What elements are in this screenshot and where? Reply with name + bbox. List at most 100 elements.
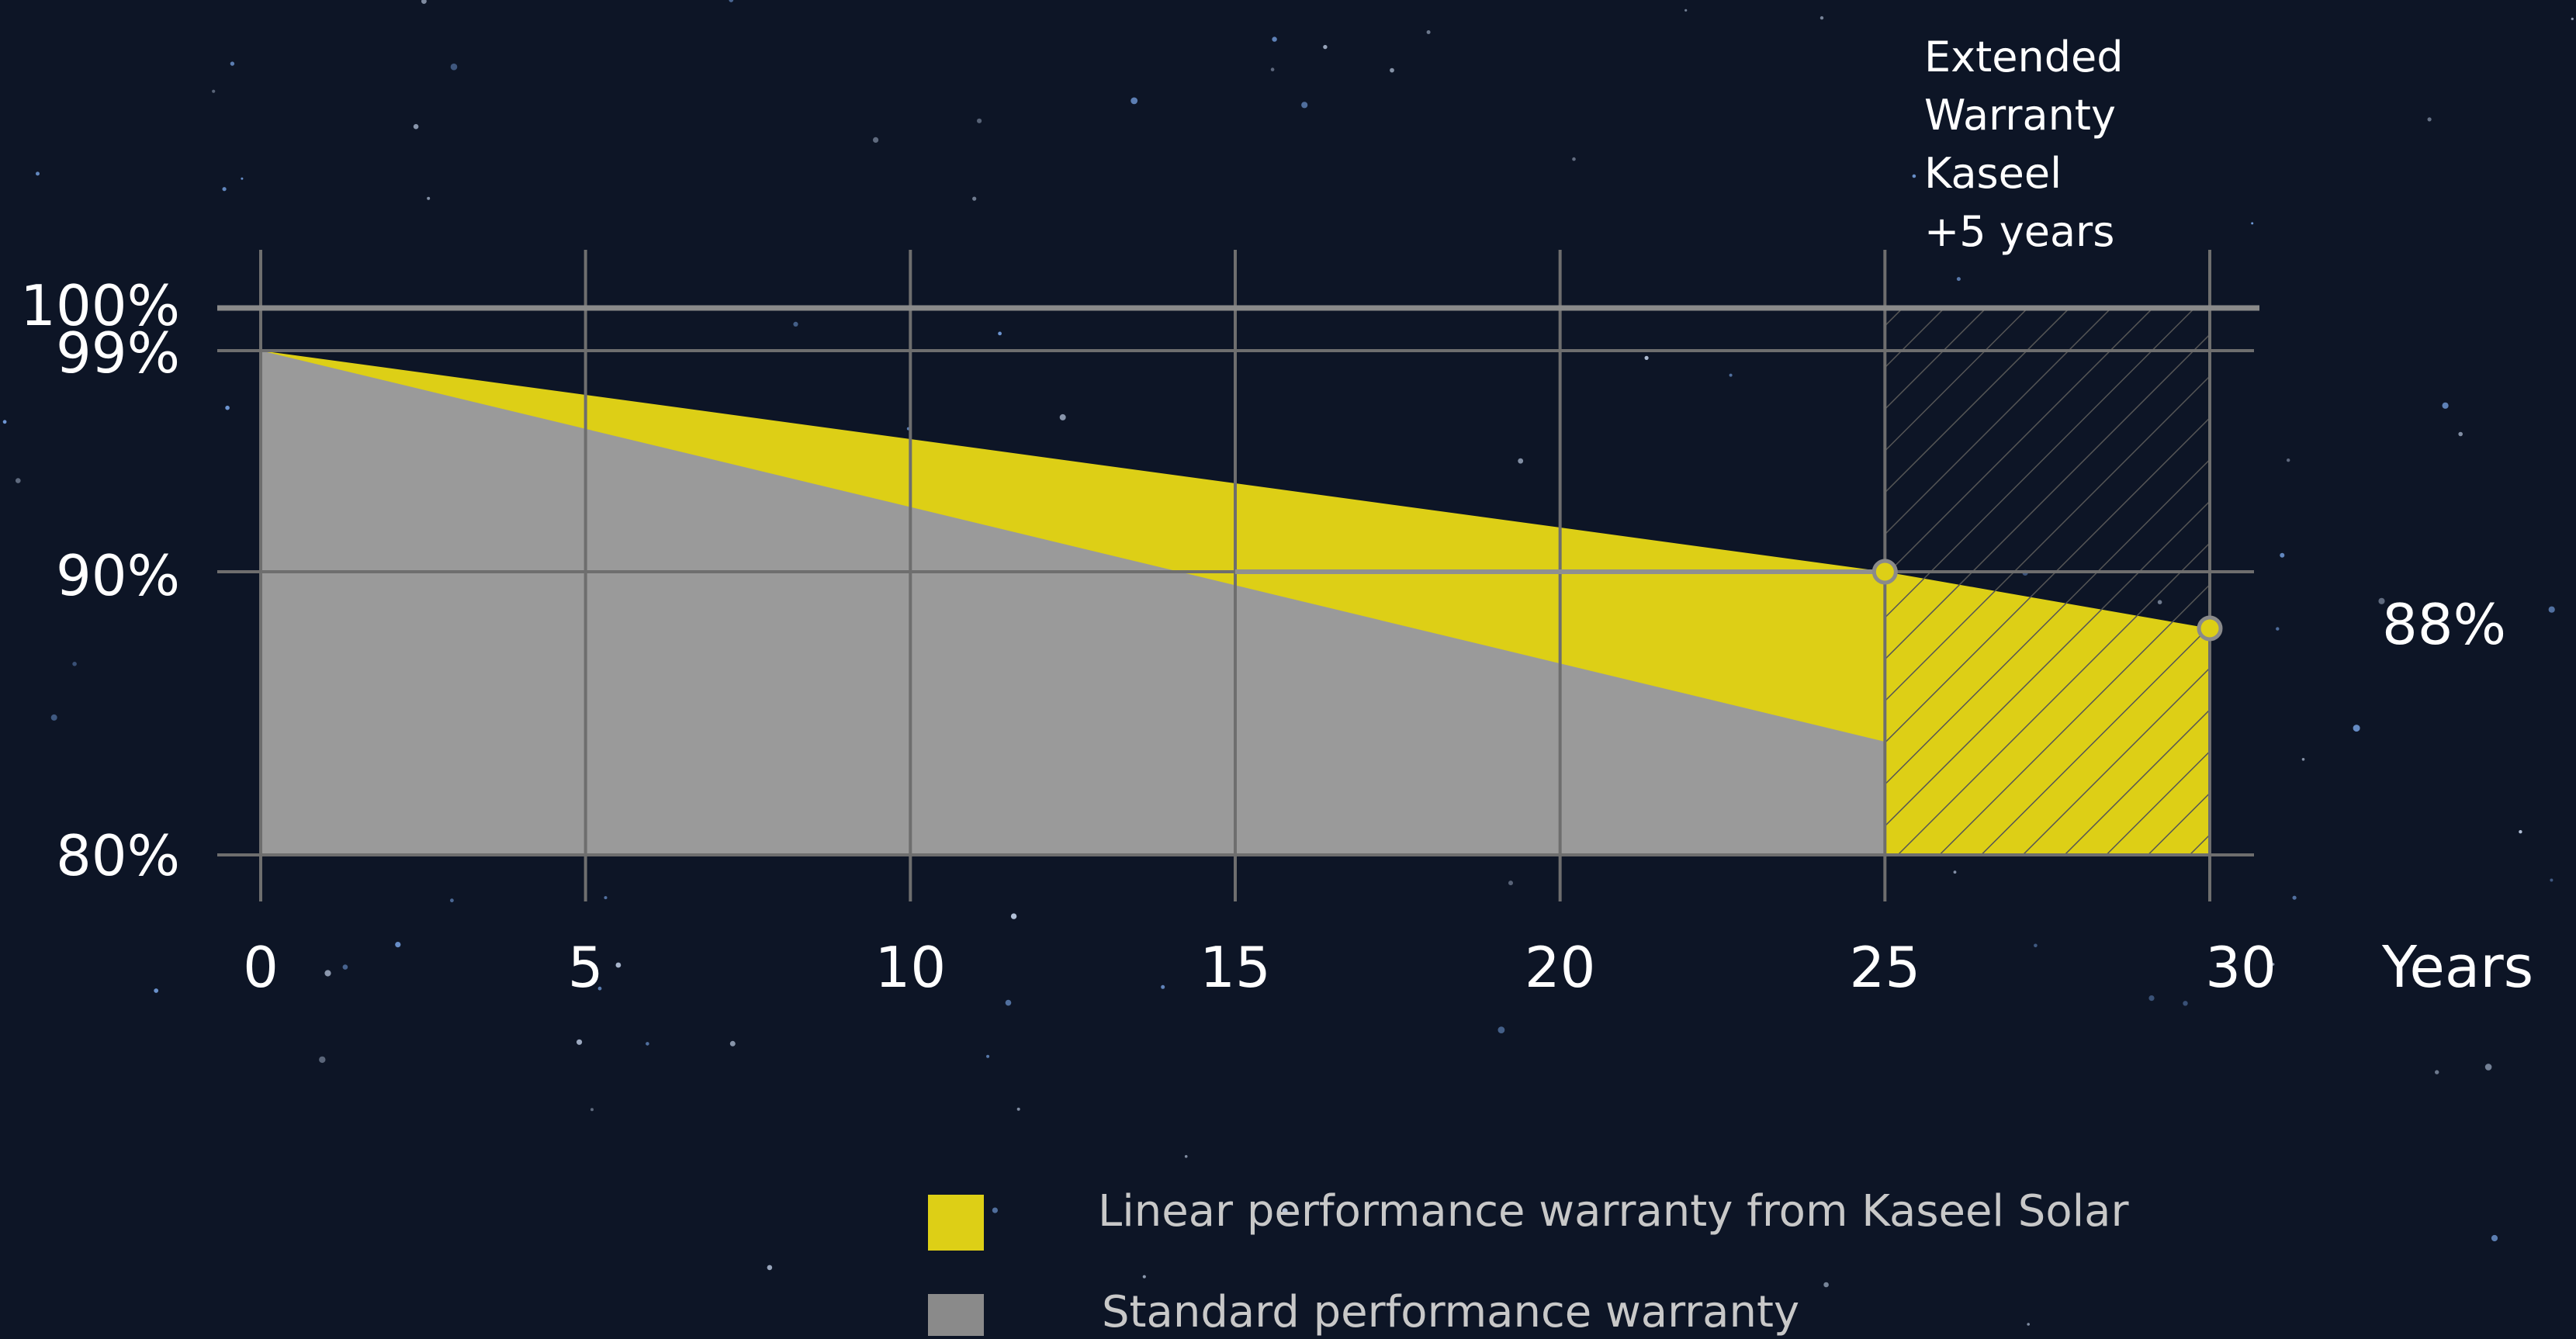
star: [992, 1207, 998, 1213]
star: [1729, 373, 1733, 377]
star: [241, 177, 244, 180]
star: [2519, 830, 2522, 834]
x-tick-label: 15: [1200, 935, 1271, 1000]
star: [1390, 67, 1394, 73]
star: [450, 898, 454, 903]
legend-swatch-standard: [928, 1294, 984, 1339]
star: [2280, 552, 2285, 558]
star: [2548, 606, 2555, 613]
star: [225, 405, 230, 410]
star: [395, 942, 401, 948]
star: [1497, 1026, 1505, 1033]
star: [144, 341, 149, 346]
star: [1684, 9, 1688, 12]
star: [342, 964, 348, 970]
star: [2491, 1234, 2498, 1242]
x-tick-label: 5: [568, 935, 604, 1000]
star: [590, 1108, 594, 1112]
star: [2427, 117, 2432, 122]
chart-grid: [217, 250, 2259, 901]
star: [154, 988, 159, 993]
star: [16, 478, 21, 483]
x-tick-label: 10: [875, 935, 947, 1000]
y-tick-label: 90%: [56, 543, 180, 608]
star: [615, 962, 621, 968]
star: [413, 123, 419, 130]
x-tick-label: 25: [1850, 935, 1921, 1000]
star: [2251, 222, 2254, 225]
data-markers: [1871, 559, 2223, 642]
y-tick-label: 100%: [20, 273, 180, 338]
star: [1161, 984, 1165, 989]
star: [1823, 1282, 1829, 1288]
star: [1518, 458, 1524, 464]
star: [2353, 725, 2360, 732]
star: [972, 196, 977, 201]
star: [1282, 1208, 1288, 1214]
star: [1572, 157, 1576, 161]
star: [1508, 881, 1513, 886]
star: [767, 1265, 773, 1271]
legend-swatch-linear: [928, 1195, 984, 1251]
star: [2435, 1070, 2439, 1074]
star: [1005, 999, 1012, 1006]
star: [1323, 44, 1328, 50]
star: [36, 171, 40, 176]
star: [597, 986, 602, 991]
data-point-marker: [1871, 559, 1898, 585]
star: [2301, 758, 2305, 761]
star: [1819, 16, 1824, 20]
x-axis-ticks: 0 5 10 15 20 25 30: [243, 935, 2277, 1000]
star: [450, 63, 458, 71]
star: [729, 0, 734, 2]
end-value-label: 88%: [2382, 592, 2506, 657]
star: [646, 1042, 649, 1046]
extended-warranty-line: Extended: [1924, 33, 2123, 81]
star: [977, 118, 982, 123]
extended-warranty-hatch: [1885, 308, 2210, 855]
star: [1010, 913, 1017, 919]
x-tick-label: 0: [243, 935, 279, 1000]
star: [230, 61, 235, 66]
star: [2378, 597, 2385, 604]
star: [2183, 1001, 2188, 1006]
y-tick-label: 80%: [56, 823, 180, 888]
legend-label-linear: Linear performance warranty from Kaseel …: [1098, 1186, 2129, 1237]
star: [2034, 943, 2038, 948]
star: [2484, 1064, 2492, 1071]
star: [2550, 878, 2553, 882]
star: [998, 331, 1002, 336]
star: [1912, 174, 1916, 178]
star: [1272, 36, 1277, 42]
star: [2292, 895, 2297, 900]
star: [2272, 963, 2275, 966]
star: [2442, 402, 2449, 409]
star: [1130, 97, 1138, 105]
star: [2276, 627, 2280, 631]
star: [427, 196, 431, 200]
star: [1142, 1275, 1146, 1278]
star: [324, 970, 331, 977]
star: [873, 137, 879, 143]
star: [2, 420, 7, 424]
star: [1270, 67, 1275, 71]
star: [2458, 431, 2463, 437]
star: [1184, 1154, 1188, 1158]
star: [793, 321, 798, 327]
data-point-marker: [2197, 615, 2223, 642]
star: [1956, 277, 1961, 282]
area-standard-warranty: [261, 351, 1885, 855]
legend-label-standard: Standard performance warranty: [1102, 1287, 1799, 1336]
star: [222, 187, 227, 192]
star: [1953, 870, 1957, 874]
extended-warranty-line: Kaseel: [1924, 149, 2062, 198]
star: [72, 662, 77, 666]
star: [1426, 30, 1431, 34]
star: [1301, 102, 1308, 109]
star: [1644, 355, 1649, 360]
star: [1016, 1107, 1020, 1111]
star: [319, 1056, 326, 1064]
star: [604, 896, 608, 900]
